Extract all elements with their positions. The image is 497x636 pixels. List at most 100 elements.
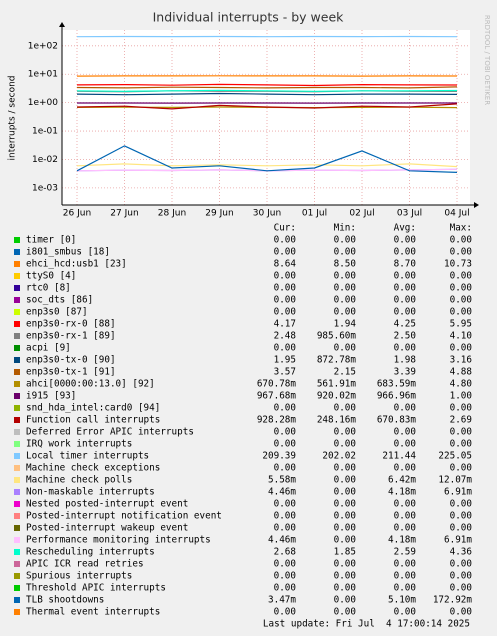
legend-stat: 202.02 [322,451,356,462]
legend-stat: 3.57 [274,367,296,378]
legend-stat: 4.80 [450,379,472,390]
legend-stat: 8.64 [274,259,297,270]
legend-stat: 985.60m [317,331,357,342]
legend-stat: 0.00 [334,571,356,582]
legend-swatch [14,393,20,399]
legend-stat: 2.15 [334,367,356,378]
legend-stat: 0.00 [450,583,472,594]
legend-stat: 0.00 [334,559,356,570]
legend-swatch [14,537,20,543]
legend-stat: 0.00 [394,307,416,318]
legend-swatch [14,249,20,255]
series-line [76,92,458,96]
legend-swatch [14,489,20,495]
legend-swatch [14,441,20,447]
legend-stat: 0.00 [334,595,356,606]
legend-stat: 248.16m [317,415,357,426]
legend-stat: 0.00 [274,307,296,318]
legend-stat: 0.00 [274,439,296,450]
legend-swatch [14,597,20,603]
legend-stat: 209.39 [262,451,296,462]
legend-stat: 0.00 [450,559,472,570]
legend-stat: 1.98 [394,355,416,366]
legend-swatch [14,525,20,531]
legend-stat: 0.00 [394,427,416,438]
legend-stat: 966.96m [377,391,417,402]
legend-stat: 0.00 [334,523,356,534]
legend-swatch [14,501,20,507]
legend-label: acpi [9] [26,343,71,354]
y-tick-label: 1e+00 [28,98,59,108]
legend-label: i915 [93] [26,391,76,402]
legend-swatch [14,513,20,519]
legend-stat: 4.25 [394,319,416,330]
legend-stat: 0.00 [450,295,472,306]
legend-label: Rescheduling interrupts [26,547,155,558]
legend-stat: 0.00 [274,295,296,306]
legend-stat: 2.50 [394,331,416,342]
legend-swatch [14,285,20,291]
legend-stat: 0.00 [394,439,416,450]
legend-header: Min: [334,223,356,234]
legend-stat: 0.00 [334,235,356,246]
legend-header: Max: [450,223,472,234]
legend-label: snd_hda_intel:card0 [94] [26,403,160,414]
legend-swatch [14,417,20,423]
x-tick-label: 01 Jul [302,209,327,219]
legend-stat: 0.00 [334,427,356,438]
legend-stat: 0.00 [394,523,416,534]
x-tick-label: 29 Jun [205,209,233,219]
legend-label: ahci[0000:00:13.0] [92] [26,379,155,390]
legend-stat: 6.42m [388,475,416,486]
legend-swatch [14,429,20,435]
legend-swatch [14,309,20,315]
legend-stat: 0.00 [394,607,416,618]
legend-stat: 211.44 [382,451,416,462]
legend-swatch [14,585,20,591]
legend-stat: 0.00 [394,295,416,306]
legend-stat: 6.91m [444,487,472,498]
legend-swatch [14,573,20,579]
legend-swatch [14,381,20,387]
legend-stat: 3.47m [268,595,296,606]
legend-label: Posted-interrupt notification event [26,511,222,522]
legend-stat: 0.00 [274,511,296,522]
legend-label: Machine check polls [26,475,132,486]
legend-stat: 0.00 [274,499,296,510]
legend-stat: 0.00 [394,559,416,570]
legend-label: Thermal event interrupts [26,607,160,618]
legend-label: Performance monitoring interrupts [26,535,211,546]
legend-swatch [14,345,20,351]
legend-stat: 8.70 [394,259,416,270]
legend-stat: 0.00 [274,283,296,294]
legend-stat: 0.00 [450,499,472,510]
legend-stat: 2.69 [450,415,472,426]
legend-label: IRQ work interrupts [26,439,132,450]
legend-stat: 0.00 [450,271,472,282]
legend-stat: 0.00 [450,607,472,618]
legend-stat: 0.00 [450,307,472,318]
legend-stat: 225.05 [438,451,472,462]
legend-stat: 0.00 [334,499,356,510]
legend-stat: 4.46m [268,535,296,546]
legend-stat: 0.00 [274,583,296,594]
x-tick-label: 03 Jul [397,209,422,219]
legend-stat: 0.00 [394,499,416,510]
legend-label: rtc0 [8] [26,283,71,294]
x-tick-label: 28 Jun [158,209,186,219]
legend-stat: 2.68 [274,547,296,558]
legend-stat: 0.00 [274,343,296,354]
legend-stat: 0.00 [450,403,472,414]
y-tick-label: 1e-01 [32,127,58,137]
legend-stat: 920.02m [317,391,357,402]
legend-stat: 0.00 [394,511,416,522]
legend-swatch [14,261,20,267]
legend-stat: 2.59 [394,547,416,558]
legend-swatch [14,477,20,483]
legend-stat: 4.46m [268,487,296,498]
legend-stat: 0.00 [334,307,356,318]
legend-label: Threshold APIC interrupts [26,583,166,594]
legend-swatch [14,453,20,459]
plot-area [62,30,470,205]
watermark: RRDTOOL / TOBI OETIKER [483,15,491,105]
